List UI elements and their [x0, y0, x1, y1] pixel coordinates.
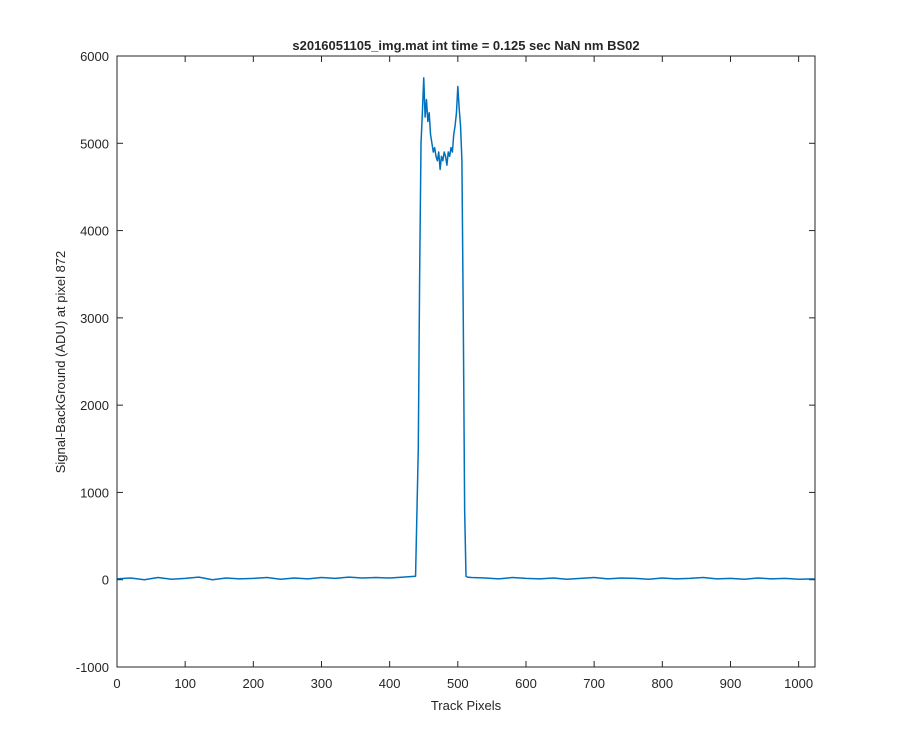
- y-tick-label: 4000: [80, 224, 109, 239]
- y-tick-label: 6000: [80, 49, 109, 64]
- x-tick-label: 0: [113, 676, 120, 691]
- x-tick-label: 700: [583, 676, 605, 691]
- x-tick-label: 300: [311, 676, 333, 691]
- y-tick-label: 2000: [80, 398, 109, 413]
- x-tick-label: 100: [174, 676, 196, 691]
- y-tick-label: 3000: [80, 311, 109, 326]
- x-tick-label: 800: [651, 676, 673, 691]
- chart-title: s2016051105_img.mat int time = 0.125 sec…: [292, 38, 639, 53]
- x-axis-ticks: 0 100 200 300 400 500 600 700 800 900 1000: [113, 56, 813, 691]
- series-line: [116, 77, 815, 581]
- y-tick-label: 0: [102, 573, 109, 588]
- x-tick-label: 500: [447, 676, 469, 691]
- x-axis-label: Track Pixels: [431, 698, 502, 713]
- plot-area-frame: [116, 55, 816, 668]
- y-tick-label: 1000: [80, 485, 109, 500]
- y-tick-label: -1000: [76, 660, 109, 675]
- x-tick-label: 400: [379, 676, 401, 691]
- y-tick-label: 5000: [80, 136, 109, 151]
- y-axis-label: Signal-BackGround (ADU) at pixel 872: [53, 251, 68, 474]
- x-tick-label: 600: [515, 676, 537, 691]
- x-tick-label: 200: [242, 676, 264, 691]
- x-tick-label: 1000: [784, 676, 813, 691]
- y-axis-ticks: -1000 0 1000 2000 3000 4000 5000 6000: [76, 49, 815, 675]
- x-tick-label: 900: [720, 676, 742, 691]
